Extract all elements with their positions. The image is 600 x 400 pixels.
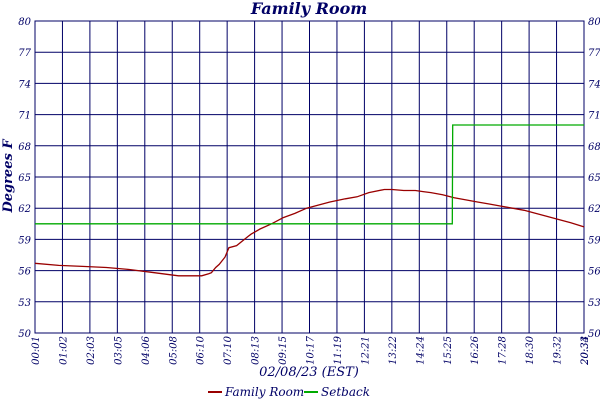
y-tick-label-left: 74: [18, 79, 31, 90]
x-tick-label: 08:13: [251, 336, 262, 365]
x-tick-label: 10:17: [306, 335, 317, 364]
y-tick-label-left: 50: [18, 329, 31, 340]
y-tick-label-right: 50: [588, 329, 600, 340]
y-tick-label-left: 59: [18, 235, 31, 246]
y-tick-label-left: 71: [18, 111, 31, 122]
x-tick-label: 06:10: [196, 335, 207, 364]
x-tick-label: 12:21: [360, 336, 371, 365]
x-tick-label: 03:05: [113, 336, 124, 365]
x-tick-label: 20:33: [580, 336, 591, 366]
y-tick-label-left: 65: [18, 173, 31, 184]
y-tick-labels-right: 50 53 56 59 62 65 68 71 74 77 80: [588, 17, 600, 340]
x-tick-label: 02:03: [86, 336, 97, 365]
y-tick-label-left: 77: [18, 48, 31, 59]
y-tick-label-right: 53: [588, 298, 600, 309]
series-group: [34, 124, 585, 277]
y-tick-label-left: 56: [18, 267, 31, 278]
y-tick-label-right: 71: [588, 111, 600, 122]
x-tick-labels: 00:01 01:02 02:03 03:05 04:06 05:08 06:10 07:10…: [31, 335, 591, 365]
x-tick-label: 05:08: [168, 336, 179, 365]
y-tick-label-left: 62: [18, 204, 31, 215]
y-tick-label-right: 56: [588, 267, 600, 278]
x-axis-label: 02/08/23 (EST): [259, 365, 359, 380]
y-tick-label-right: 65: [588, 173, 600, 184]
grid: [34, 20, 585, 334]
x-tick-label: 09:15: [278, 336, 289, 365]
y-tick-label-left: 80: [18, 17, 31, 28]
legend-label: Setback: [321, 385, 370, 399]
y-tick-label-right: 62: [588, 204, 600, 215]
x-tick-label: 00:01: [31, 336, 42, 365]
y-tick-label-right: 77: [588, 48, 600, 59]
x-tick-label: 19:32: [553, 336, 564, 365]
x-tick-label: 07:10: [223, 335, 234, 364]
legend: Family Room Setback: [208, 385, 370, 399]
chart-title: Family Room: [250, 0, 367, 18]
y-tick-labels-left: 50 53 56 59 62 65 68 71 74 77 80: [18, 17, 31, 340]
x-tick-label: 20:34: [580, 336, 591, 366]
x-tick-label: 17:28: [498, 336, 509, 365]
y-tick-label-right: 80: [588, 17, 600, 28]
y-tick-label-left: 53: [18, 298, 31, 309]
y-tick-label-right: 74: [588, 79, 600, 90]
x-tick-label: 18:30: [525, 335, 536, 364]
y-tick-label-right: 59: [588, 235, 600, 246]
x-tick-label: 14:24: [415, 336, 426, 365]
series-line-family-room: [34, 188, 585, 277]
x-tick-label: 13:22: [388, 336, 399, 365]
x-tick-label: 01:02: [58, 336, 69, 365]
y-tick-label-left: 68: [18, 142, 31, 153]
y-tick-label-right: 68: [588, 142, 600, 153]
x-tick-label: 04:06: [141, 335, 152, 364]
x-tick-label: 11:19: [333, 335, 344, 364]
series-line-setback: [35, 124, 584, 225]
y-axis-label: Degrees F: [1, 139, 16, 214]
x-tick-label: 15:25: [443, 336, 454, 365]
legend-label: Family Room: [224, 385, 304, 399]
x-tick-label: 16:26: [470, 335, 481, 364]
